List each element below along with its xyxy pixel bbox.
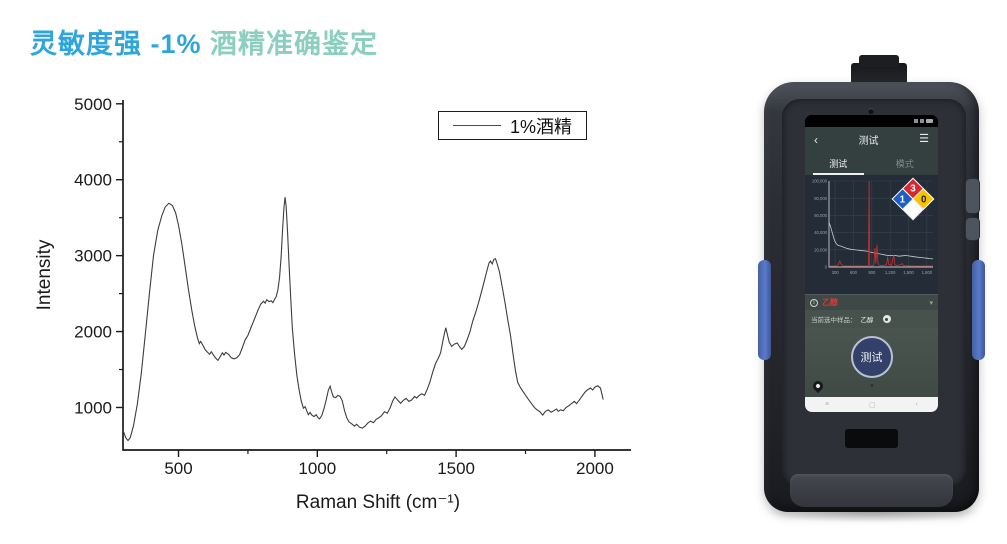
device-photo: ‹ 测试 ☰ 测试 模式 0 20,000 40,000 60,000 80,000 10… bbox=[750, 55, 1007, 540]
svg-text:1,200: 1,200 bbox=[885, 270, 896, 275]
svg-text:900: 900 bbox=[868, 270, 876, 275]
svg-text:500: 500 bbox=[164, 459, 192, 478]
svg-text:600: 600 bbox=[850, 270, 858, 275]
x-axis-label: Raman Shift (cm⁻¹) bbox=[296, 492, 460, 513]
chart-legend: 1%酒精 bbox=[438, 111, 588, 140]
sample-value: 乙醇 bbox=[860, 317, 874, 324]
screen-chart-panel: 0 20,000 40,000 60,000 80,000 100,000 300 600 90… bbox=[805, 175, 938, 294]
svg-text:40,000: 40,000 bbox=[814, 230, 827, 235]
result-substance: 乙醇 bbox=[822, 298, 838, 307]
svg-text:20,000: 20,000 bbox=[814, 247, 827, 252]
device-screw bbox=[868, 108, 874, 114]
caret-down-icon: ▾ bbox=[929, 299, 933, 307]
device-grip-right bbox=[972, 260, 985, 360]
nfpa-instability-value: 0 bbox=[921, 194, 927, 205]
menu-icon[interactable]: ☰ bbox=[919, 133, 929, 145]
screen-chart-labels: 0 20,000 40,000 60,000 80,000 100,000 300 600 90… bbox=[812, 179, 933, 275]
sample-row: 当前选中样品： 乙醇 bbox=[805, 310, 938, 328]
chart-ticks bbox=[116, 103, 596, 457]
screen-tabs: 测试 模式 bbox=[805, 152, 938, 175]
tab-mode[interactable]: 模式 bbox=[895, 159, 914, 169]
location-pin-icon bbox=[810, 378, 826, 394]
page-title-part-blue: 灵敏度强 -1% bbox=[30, 29, 202, 59]
nav-back-icon[interactable]: ‹ bbox=[915, 401, 918, 408]
nav-menu-icon[interactable]: ≡ bbox=[824, 401, 830, 408]
svg-text:2000: 2000 bbox=[74, 323, 112, 342]
nfpa-health-value: 1 bbox=[900, 194, 906, 205]
spectrum-curve bbox=[122, 197, 604, 442]
action-area: 测试 bbox=[805, 328, 938, 397]
device-grip-left bbox=[758, 260, 771, 360]
page-title: 灵敏度强 -1% 酒精准确鉴定 bbox=[30, 22, 378, 61]
y-axis-label: Intensity bbox=[34, 239, 55, 310]
legend-line-sample bbox=[453, 125, 501, 126]
svg-text:1000: 1000 bbox=[74, 398, 112, 417]
wifi-icon bbox=[920, 119, 924, 123]
svg-text:80,000: 80,000 bbox=[814, 196, 827, 201]
chart-axes bbox=[122, 100, 631, 451]
svg-text:1,800: 1,800 bbox=[922, 270, 933, 275]
svg-text:60,000: 60,000 bbox=[814, 213, 827, 218]
legend-label: 1%酒精 bbox=[510, 116, 573, 137]
svg-text:2000: 2000 bbox=[576, 459, 614, 478]
sample-radio-icon[interactable] bbox=[882, 315, 891, 323]
nfpa-hazard-diamond: 3 1 0 bbox=[891, 177, 935, 221]
nfpa-flammability-value: 3 bbox=[910, 184, 916, 195]
info-icon: i bbox=[810, 298, 818, 307]
signal-icon bbox=[914, 119, 918, 123]
back-icon[interactable]: ‹ bbox=[814, 132, 818, 147]
device-side-button-lower bbox=[965, 217, 980, 241]
screen-spectrum-chart: 0 20,000 40,000 60,000 80,000 100,000 300 600 90… bbox=[812, 179, 934, 275]
screen-chart-traces bbox=[828, 180, 934, 267]
chart-tick-labels: 500 1000 1500 2000 1000 2000 3000 4000 5000 bbox=[74, 95, 614, 478]
svg-text:1,500: 1,500 bbox=[903, 270, 914, 275]
device-probe-cap bbox=[859, 55, 899, 67]
svg-text:1500: 1500 bbox=[437, 459, 475, 478]
svg-text:100,000: 100,000 bbox=[812, 179, 828, 184]
svg-text:5000: 5000 bbox=[74, 95, 112, 114]
sample-label: 当前选中样品： bbox=[811, 317, 857, 324]
test-button[interactable]: 测试 bbox=[850, 336, 893, 378]
svg-text:300: 300 bbox=[832, 270, 840, 275]
svg-text:4000: 4000 bbox=[74, 171, 112, 190]
device-speaker-recess bbox=[845, 429, 898, 448]
screen-header: ‹ 测试 ☰ bbox=[805, 127, 938, 152]
svg-text:3000: 3000 bbox=[74, 247, 112, 266]
nfpa-special-cell bbox=[901, 198, 925, 221]
battery-icon bbox=[926, 119, 933, 123]
screen-chart-axes bbox=[828, 181, 933, 268]
svg-text:1000: 1000 bbox=[298, 459, 336, 478]
device-battery-door bbox=[790, 474, 953, 507]
device-side-button-upper bbox=[965, 178, 980, 214]
raman-spectrum-chart: 500 1000 1500 2000 1000 2000 3000 4000 5000 Inte… bbox=[34, 95, 631, 513]
screen-title: 测试 bbox=[858, 136, 879, 147]
page-indicator-dot bbox=[870, 384, 873, 387]
nav-home-icon[interactable]: ▢ bbox=[869, 401, 876, 409]
android-nav-bar: ≡ ▢ ‹ bbox=[805, 397, 938, 412]
device-screen: ‹ 测试 ☰ 测试 模式 0 20,000 40,000 60,000 80,000 10… bbox=[805, 115, 938, 412]
result-row[interactable]: i 乙醇 ▾ bbox=[805, 294, 938, 310]
status-bar bbox=[805, 115, 938, 127]
page-title-part-teal: 酒精准确鉴定 bbox=[201, 29, 379, 59]
svg-text:0: 0 bbox=[825, 265, 828, 270]
tab-test[interactable]: 测试 bbox=[805, 152, 872, 175]
